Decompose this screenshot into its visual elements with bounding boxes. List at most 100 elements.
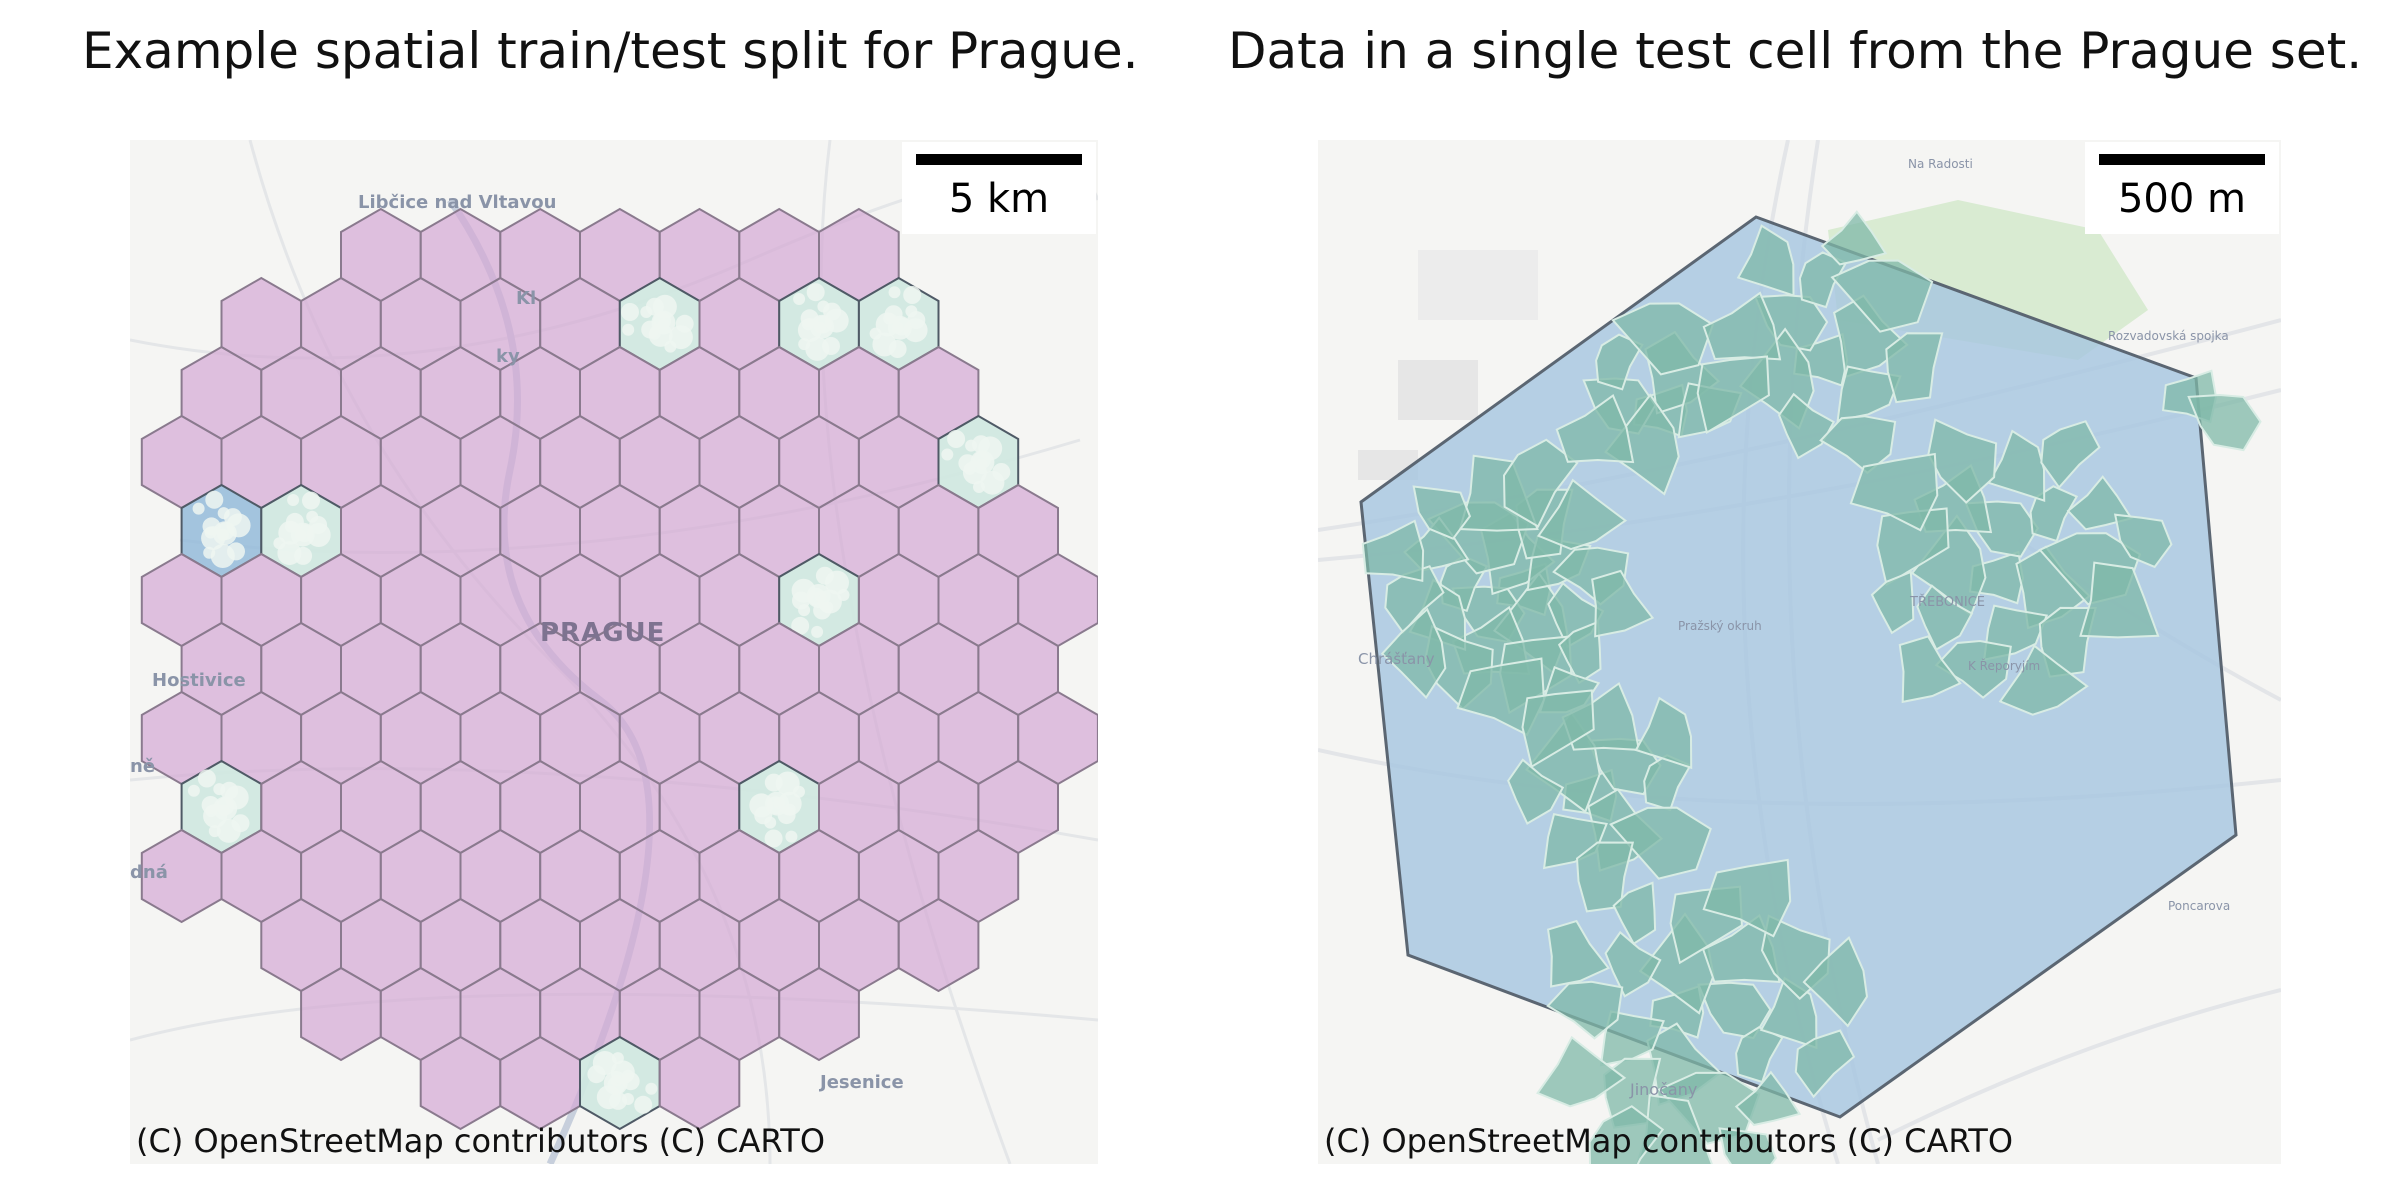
building-blocks	[1361, 210, 2262, 1164]
building-block	[1521, 689, 1595, 769]
building-block	[1820, 210, 1888, 266]
place-label-libcice: Libčice nad Vltavou	[358, 192, 557, 213]
building-block	[1998, 644, 2089, 716]
map-attribution: (C) OpenStreetMap contributors (C) CARTO	[1324, 1122, 2014, 1160]
building-block	[2040, 420, 2101, 490]
building-speckle	[213, 783, 226, 796]
building-block	[1634, 696, 1693, 770]
place-label-dna: dná	[130, 862, 168, 883]
train-hex-cell	[897, 897, 980, 993]
building-speckle	[675, 314, 694, 333]
building-speckle	[278, 520, 303, 545]
map-attribution: (C) OpenStreetMap contributors (C) CARTO	[136, 1122, 826, 1160]
building-speckle	[811, 625, 824, 638]
building-speckle	[888, 340, 907, 358]
building-block	[2187, 393, 2262, 452]
building-speckle	[972, 435, 990, 454]
building-block	[1361, 519, 1425, 583]
building-block	[1609, 806, 1712, 880]
building-speckle	[306, 510, 319, 523]
building-speckle	[764, 773, 783, 792]
scale-bar-label: 5 km	[948, 176, 1050, 222]
building-block	[1734, 1070, 1802, 1127]
building-block	[1611, 302, 1715, 376]
place-label-prazsky-okruh: Pražský okruh	[1678, 619, 1762, 633]
building-speckle	[205, 490, 224, 509]
place-label-kl: Kl	[516, 288, 537, 309]
right-panel-title: Data in a single test cell from the Prag…	[1228, 22, 2363, 80]
building-block	[1898, 635, 1962, 704]
building-speckle	[777, 791, 802, 816]
building-speckle	[905, 305, 918, 318]
building-speckle	[187, 784, 200, 797]
building-block	[1612, 881, 1657, 946]
building-speckle	[806, 283, 825, 302]
building-speckle	[962, 460, 987, 485]
hex-grid	[140, 207, 1098, 1131]
place-label-prague: PRAGUE	[540, 618, 666, 648]
building-block	[1555, 394, 1635, 464]
building-speckle	[220, 781, 239, 800]
left-panel-title: Example spatial train/test split for Pra…	[82, 22, 1139, 80]
building-speckle	[775, 771, 800, 796]
building-block	[1546, 919, 1611, 988]
building-speckle	[817, 589, 842, 614]
building-block	[1536, 1035, 1627, 1108]
left-map[interactable]: Libčice nad Vltavou Kl ky PRAGUE Hostivi…	[130, 140, 1098, 1164]
building-speckle	[287, 494, 300, 506]
building-speckle	[648, 322, 673, 347]
building-speckle	[645, 1082, 658, 1095]
building-speckle	[197, 769, 216, 788]
train-hex-cell	[778, 966, 860, 1062]
building-block	[1870, 570, 1915, 635]
place-label-na-radosti: Na Radosti	[1908, 157, 1973, 171]
building-speckle	[764, 829, 783, 848]
building-speckle	[640, 306, 653, 318]
building-block	[1575, 841, 1635, 913]
place-label-jinocany: Jinočany	[1630, 1080, 1698, 1099]
building-block	[2079, 561, 2160, 639]
right-map[interactable]: Chrášťany Jinočany TŘEBONICE Pražský okr…	[1318, 140, 2281, 1164]
scale-bar: 500 m	[2085, 142, 2279, 234]
building-speckle	[797, 318, 822, 343]
building-block	[1916, 584, 1974, 651]
scale-bar-line	[916, 154, 1082, 165]
building-speckle	[294, 546, 313, 565]
building-speckle	[622, 323, 635, 336]
building-block	[1927, 418, 1998, 504]
building-speckle	[621, 303, 639, 321]
place-label-hostivice: Hostivice	[152, 670, 246, 691]
building-block	[1588, 1105, 1665, 1164]
train-hex-cell	[658, 1035, 741, 1131]
place-label-ne: ně	[130, 756, 156, 777]
building-block	[1412, 485, 1472, 540]
place-label-rozvadovska: Rozvadovská spojka	[2108, 329, 2229, 343]
building-block	[1849, 452, 1939, 532]
building-block	[1536, 478, 1628, 551]
building-speckle	[231, 814, 250, 833]
building-block	[1591, 569, 1655, 638]
building-speckle	[965, 439, 978, 452]
building-speckle	[217, 507, 230, 520]
building-speckle	[785, 830, 798, 843]
scale-bar-line	[2099, 154, 2265, 165]
building-block	[1736, 224, 1795, 297]
place-label-k-reporyjim: K Řeporyjím	[1968, 659, 2041, 673]
building-block	[1830, 259, 1934, 333]
right-map-canvas	[1318, 140, 2281, 1164]
place-label-ky: ky	[496, 346, 520, 367]
building-block	[1456, 657, 1546, 737]
building-speckle	[203, 804, 228, 828]
building-speckle	[875, 312, 900, 337]
building-speckle	[992, 463, 1011, 481]
building-block	[1604, 393, 1680, 496]
building-block	[1718, 1127, 1777, 1164]
building-speckle	[791, 616, 810, 635]
place-label-chrastany: Chrášťany	[1358, 650, 1435, 668]
building-speckle	[192, 502, 205, 515]
building-speckle	[793, 293, 806, 305]
building-block	[1934, 639, 2012, 699]
place-label-poncarova: Poncarova	[2168, 899, 2231, 913]
building-block	[1502, 438, 1579, 528]
place-label-trebonice: TŘEBONICE	[1910, 595, 1985, 610]
